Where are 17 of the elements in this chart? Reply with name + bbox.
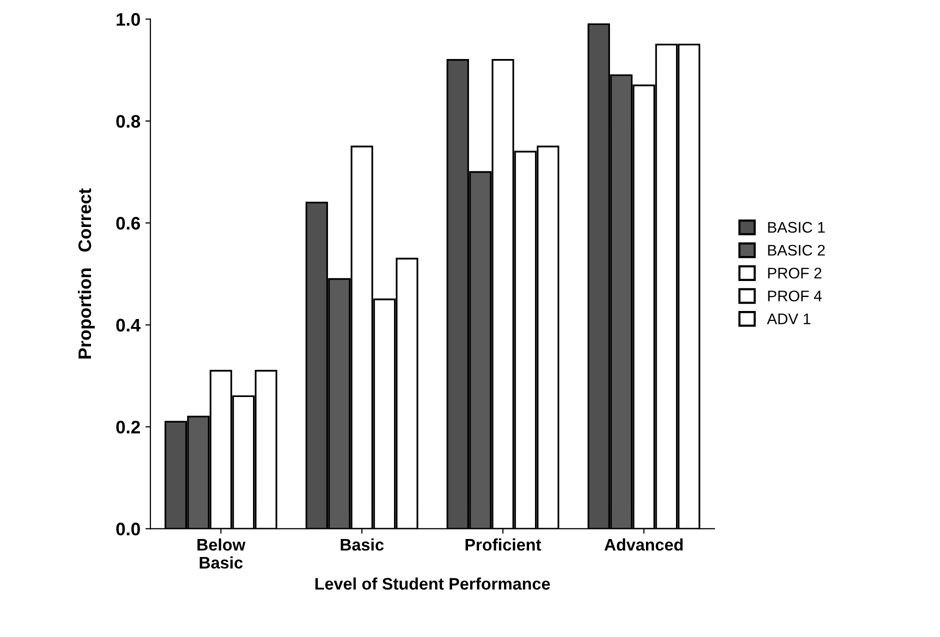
y-axis-title: Proportion Correct xyxy=(78,188,95,358)
x-tick-label: Advanced xyxy=(604,538,683,551)
y-tick-label: 0.0 xyxy=(116,522,140,536)
x-tick-label: Below Basic xyxy=(197,538,246,569)
x-tick-label: Proficient xyxy=(466,538,542,551)
legend-label: PROF 4 xyxy=(768,290,822,302)
x-axis-title: Level of Student Performance xyxy=(315,577,550,590)
y-tick-label: 1.0 xyxy=(116,13,140,26)
legend-label: BASIC 1 xyxy=(768,222,825,233)
y-tick-label: 0.4 xyxy=(116,318,141,332)
y-tick-label: 0.6 xyxy=(116,216,140,230)
legend-label: ADV 1 xyxy=(766,314,810,324)
y-tick-label: 0.8 xyxy=(116,114,140,128)
y-tick-label: 0.2 xyxy=(116,420,140,434)
x-tick-label: Basic xyxy=(340,538,384,551)
legend-label: PROF 2 xyxy=(768,268,822,279)
legend-label: BASIC 2 xyxy=(768,244,825,256)
